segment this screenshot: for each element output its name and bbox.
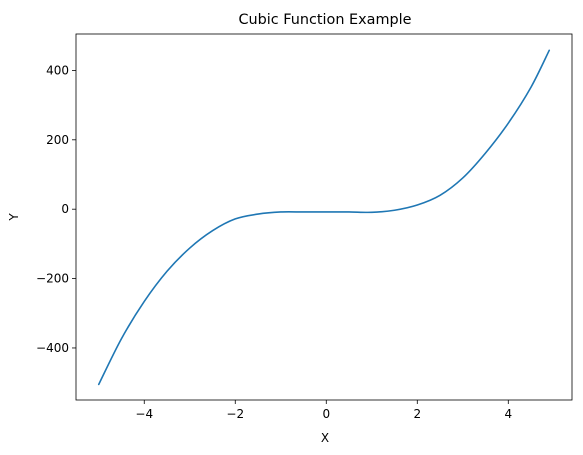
x-axis-label: X [321,431,329,445]
x-tick-label: 2 [413,407,421,421]
x-tick-label: −2 [226,407,244,421]
chart-title: Cubic Function Example [238,12,411,28]
y-tick-label: 200 [46,133,69,147]
axes-frame [75,33,573,401]
y-tick-label: −400 [36,341,69,355]
x-tick-label: 4 [504,407,512,421]
y-tick-label: 400 [46,63,69,77]
y-tick-label: −200 [36,272,69,286]
plot-area: −4 −2 0 2 4 −400 −200 0 200 400 [36,49,551,421]
x-tick-label: −4 [135,407,153,421]
series-line [97,49,551,386]
y-axis-label: Y [7,213,21,222]
y-tick-label: 0 [61,202,69,216]
x-tick-label: 0 [322,407,330,421]
